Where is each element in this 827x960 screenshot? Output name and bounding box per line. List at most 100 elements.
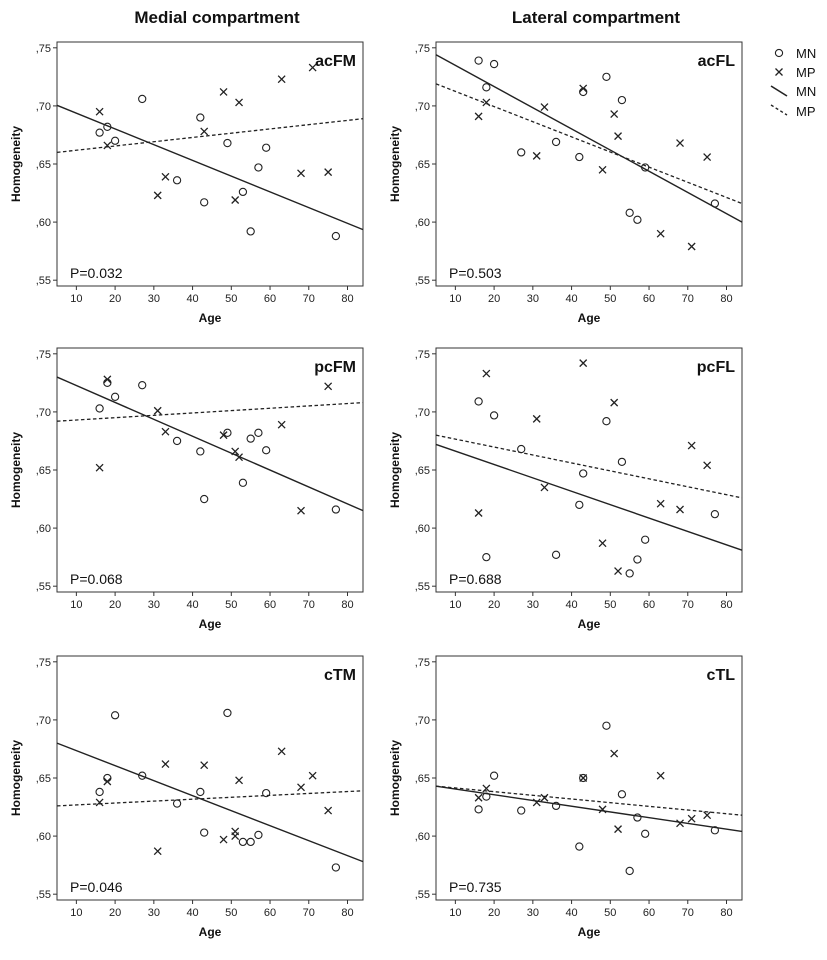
data-point-mp — [231, 447, 240, 456]
legend: MN MP MN MP — [770, 46, 816, 119]
y-tick-label: ,60 — [36, 217, 51, 229]
data-point-mp — [614, 567, 623, 576]
y-axis-title: Homogeneity — [388, 432, 402, 508]
x-tick-label: 10 — [449, 293, 461, 305]
data-point-mp — [308, 63, 317, 72]
data-point-mp — [579, 359, 588, 368]
data-point-mn — [489, 411, 499, 420]
data-point-mp — [103, 141, 112, 150]
data-point-mn — [138, 381, 147, 390]
data-point-mp — [687, 814, 696, 823]
data-point-mp — [235, 453, 244, 462]
y-tick-label: ,75 — [36, 43, 51, 55]
data-point-mp — [614, 825, 623, 834]
x-tick-label: 40 — [186, 293, 198, 305]
data-point-mp — [277, 420, 286, 429]
data-point-mn — [625, 569, 634, 578]
data-point-mp — [482, 98, 491, 107]
panel-title: acFM — [315, 53, 356, 70]
data-point-mp — [482, 369, 491, 378]
data-point-mn — [95, 404, 104, 413]
x-tick-label: 60 — [643, 293, 655, 305]
x-tick-label: 80 — [720, 293, 732, 305]
p-value-label: P=0.032 — [70, 265, 123, 281]
x-tick-label: 80 — [720, 907, 732, 919]
x-tick-label: 80 — [341, 907, 353, 919]
data-point-mp — [297, 506, 305, 515]
chart-panel-ctm: 10 20 30 40 50 60 70 80 ,55 ,60 ,65 ,70 ,75 Age Homoge… — [9, 655, 364, 939]
data-point-mp — [703, 811, 712, 820]
fit-line-mp — [56, 401, 364, 422]
data-point-mn — [482, 792, 491, 801]
data-point-mp — [308, 771, 317, 780]
data-point-mp — [161, 760, 170, 769]
data-point-mp — [610, 398, 619, 407]
x-tick-label: 30 — [527, 907, 539, 919]
y-tick-label: ,65 — [415, 773, 430, 785]
x-tick-label: 10 — [70, 907, 82, 919]
data-point-mp — [598, 539, 607, 548]
legend-label-mp-marker: MP — [796, 65, 816, 80]
legend-solid-line-icon — [770, 85, 788, 97]
data-point-mn — [575, 842, 584, 851]
data-point-mn — [238, 478, 248, 487]
data-point-mn — [474, 805, 483, 814]
data-point-mp — [540, 483, 549, 492]
plot-frame — [435, 41, 743, 287]
x-tick-label: 50 — [225, 907, 237, 919]
y-tick-label: ,65 — [415, 465, 430, 477]
x-tick-label: 30 — [148, 907, 160, 919]
x-tick-label: 50 — [604, 293, 616, 305]
fit-line-mp — [56, 790, 364, 807]
data-point-mn — [517, 806, 526, 815]
data-point-mp — [219, 431, 228, 440]
y-axis-title: Homogeneity — [388, 740, 402, 816]
panel-title: cTL — [707, 667, 736, 684]
data-point-mn — [196, 447, 205, 456]
x-tick-label: 30 — [527, 293, 539, 305]
y-tick-label: ,60 — [36, 523, 51, 535]
data-point-mp — [656, 771, 665, 780]
x-tick-label: 10 — [70, 599, 82, 611]
x-tick-label: 40 — [186, 907, 198, 919]
data-point-mn — [617, 457, 627, 467]
data-point-mp — [687, 242, 696, 251]
data-point-mp — [103, 777, 112, 786]
x-tick-label: 20 — [488, 293, 500, 305]
y-tick-label: ,70 — [36, 101, 51, 113]
x-tick-label: 80 — [341, 599, 353, 611]
plot-frame — [435, 655, 743, 901]
x-tick-label: 60 — [643, 907, 655, 919]
data-point-mn — [238, 187, 248, 197]
data-point-mn — [223, 428, 232, 437]
y-tick-label: ,65 — [415, 159, 430, 171]
p-value-label: P=0.735 — [449, 879, 502, 895]
x-tick-label: 10 — [449, 599, 461, 611]
x-tick-label: 20 — [109, 599, 121, 611]
x-tick-label: 60 — [264, 907, 276, 919]
legend-cross-marker-icon — [775, 68, 783, 76]
p-value-label: P=0.046 — [70, 879, 123, 895]
x-tick-label: 10 — [449, 907, 461, 919]
legend-label-mp-line: MP — [796, 104, 816, 119]
data-point-mn — [223, 708, 232, 718]
data-point-mn — [95, 128, 104, 137]
x-tick-label: 60 — [264, 599, 276, 611]
y-tick-label: ,55 — [36, 889, 51, 901]
data-point-mn — [200, 198, 209, 207]
data-point-mp — [703, 461, 712, 470]
x-tick-label: 40 — [565, 599, 577, 611]
data-point-mn — [95, 787, 104, 797]
x-tick-label: 20 — [488, 907, 500, 919]
y-tick-label: ,70 — [415, 101, 430, 113]
fit-line-mn — [56, 376, 364, 512]
y-tick-label: ,55 — [415, 889, 430, 901]
data-point-mn — [489, 59, 499, 69]
data-point-mp — [474, 112, 483, 121]
y-tick-label: ,55 — [415, 275, 430, 287]
data-point-mp — [235, 98, 244, 107]
data-point-mp — [598, 165, 607, 174]
y-tick-label: ,60 — [415, 831, 430, 843]
data-point-mp — [153, 406, 162, 415]
data-point-mn — [103, 773, 112, 783]
